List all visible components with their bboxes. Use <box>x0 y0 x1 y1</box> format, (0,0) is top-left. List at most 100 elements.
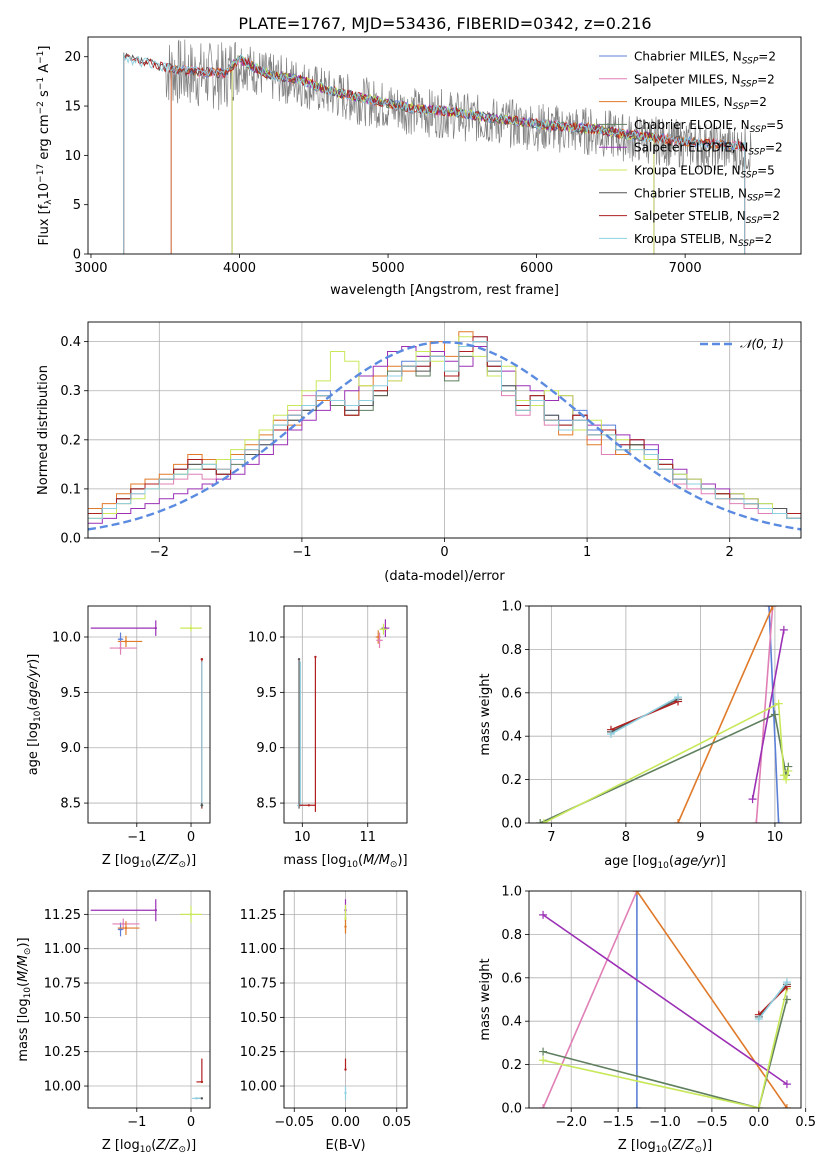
legend-label: Chabrier STELIB, NSSP=2 <box>634 186 781 203</box>
x-tick-label: 3000 <box>74 261 107 276</box>
y-tick-label: 0.0 <box>501 1102 522 1117</box>
y-tick-label: 0.3 <box>60 384 81 399</box>
label-part: )] <box>26 654 41 664</box>
legend-subscript: SSP <box>733 102 750 112</box>
label-part: age/yr <box>674 854 717 869</box>
label-part: ⊙ <box>390 860 398 870</box>
residual-panel: −2 −1 0 1 2 0.0 0.1 0.2 0.3 0.4 (data-model)/error… <box>36 321 802 584</box>
weight-marker <box>539 819 548 823</box>
weight-marker <box>779 771 788 780</box>
label-part: age [log <box>604 854 657 869</box>
label-part: Flux [f <box>37 204 52 245</box>
label-part: Z [log <box>618 1138 656 1153</box>
x-axis-label: Z [log10(Z/Z⊙)] <box>618 1138 712 1155</box>
y-tick-label: 1.0 <box>501 885 522 900</box>
x-axis-label: age [log10(age/yr)] <box>604 854 726 871</box>
legend-subscript: SSP <box>741 171 758 181</box>
y-tick-label: 0.0 <box>60 532 81 547</box>
weight-marker <box>539 1056 548 1065</box>
x-tick-label: 0.00 <box>331 1115 360 1130</box>
y-tick-label: 0.4 <box>501 1015 522 1030</box>
y-tick-label: 9.5 <box>60 686 81 701</box>
y-tick-label: 10.0 <box>52 631 81 646</box>
y-tick-label: 10.0 <box>248 631 277 646</box>
axes-frame <box>283 605 408 824</box>
weight-marker <box>752 819 761 823</box>
y-tick-label: 11.25 <box>44 908 81 923</box>
x-tick-label: 4000 <box>223 261 256 276</box>
x-tick-label: 0 <box>187 830 195 845</box>
x-tick-label: 0.05 <box>382 1115 411 1130</box>
legend-subscript: SSP <box>747 193 764 203</box>
axes-frame <box>283 890 408 1109</box>
y-tick-label: 0 <box>73 248 81 263</box>
y-tick-label: 5 <box>73 198 81 213</box>
legend-label: Salpeter ELODIE, NSSP=2 <box>634 141 783 158</box>
weight-marker <box>539 910 548 919</box>
figure-title: PLATE=1767, MJD=53436, FIBERID=0342, z=0… <box>238 14 651 33</box>
weight-marker <box>536 819 545 823</box>
y-tick-label: 10.50 <box>44 1011 81 1026</box>
label-part: )] <box>702 1138 712 1153</box>
label-part: −2 <box>36 101 46 114</box>
y-tick-label: 8.5 <box>60 797 81 812</box>
data-point <box>124 640 128 643</box>
y-tick-label: 11.25 <box>240 908 277 923</box>
y-tick-label: 15 <box>64 100 81 115</box>
label-part: Z/Z <box>155 853 179 868</box>
spectrum-series <box>123 39 752 254</box>
x-tick-label: −1 <box>127 1115 146 1130</box>
weight-marker <box>768 606 777 610</box>
legend-subscript: SSP <box>746 216 763 226</box>
legend-text: Salpeter STELIB, N <box>634 209 746 223</box>
y-tick-label: 0.2 <box>501 1058 522 1073</box>
weight-line-kroupa-elodie <box>542 988 788 1108</box>
data-point <box>200 1097 204 1100</box>
x-tick-label: 8 <box>622 830 630 845</box>
label-part: ( <box>26 706 41 711</box>
x-tick-label: −2 <box>150 545 169 560</box>
legend-text: Salpeter ELODIE, N <box>634 141 748 155</box>
y-axis-label: mass [log10(M/M⊙)] <box>16 937 33 1061</box>
axes-frame <box>87 605 211 824</box>
y-tick-label: 11.00 <box>240 942 277 957</box>
x-tick-label: 6000 <box>520 261 553 276</box>
model-spectrum-kroupa-stelib <box>123 52 746 254</box>
data-point <box>189 626 193 630</box>
label-part: ( <box>358 853 363 868</box>
x-axis-label: Z [log10(Z/Z⊙)] <box>102 853 196 870</box>
data-point <box>122 922 125 926</box>
legend-label: Kroupa MILES, NSSP=2 <box>634 95 767 112</box>
label-part: ⊙ <box>178 1145 186 1155</box>
x-tick-label: 0.0 <box>748 1115 769 1130</box>
legend-subscript: SSP <box>742 57 759 67</box>
data-point <box>119 928 122 931</box>
weight-marker <box>782 978 791 987</box>
data-point <box>154 626 157 630</box>
data-point <box>119 638 122 641</box>
y-tick-label: 9.5 <box>256 686 277 701</box>
weight-marker <box>782 775 791 784</box>
label-part: ⊙ <box>23 948 33 956</box>
x-tick-label: 10 <box>294 830 311 845</box>
errorbar-series <box>90 899 204 1100</box>
x-tick-label: 0 <box>440 545 448 560</box>
x-tick-label: 0.5 <box>795 1115 816 1130</box>
data-point <box>195 1097 198 1100</box>
label-part: )] <box>186 1138 196 1153</box>
y-tick-label: 10.25 <box>44 1045 81 1060</box>
y-tick-label: 0.4 <box>501 730 522 745</box>
label-part: 10 <box>140 1145 152 1155</box>
x-axis-label: mass [log10(M/M⊙)] <box>283 853 407 870</box>
weight-marker <box>748 795 757 804</box>
legend-value: =2 <box>762 209 780 223</box>
legend-label: Salpeter MILES, NSSP=2 <box>634 72 775 89</box>
y-tick-label: 0.2 <box>501 773 522 788</box>
legend-value: =5 <box>757 164 775 178</box>
weight-series <box>539 891 791 1108</box>
legend-text: Chabrier STELIB, N <box>634 186 747 200</box>
errorbar-series <box>90 620 204 809</box>
